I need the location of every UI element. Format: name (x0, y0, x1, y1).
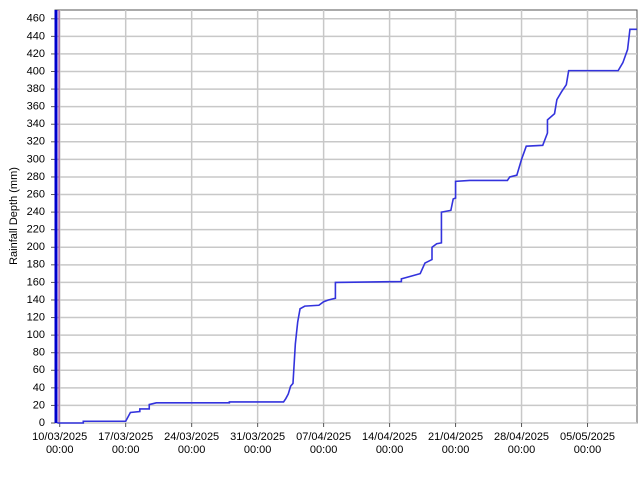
y-tick-label: 400 (27, 65, 45, 77)
y-tick-label: 120 (27, 311, 45, 323)
y-tick-label: 320 (27, 136, 45, 148)
y-tick-label: 420 (27, 48, 45, 60)
data-line (57, 28, 637, 424)
y-tick-label: 340 (27, 118, 45, 130)
y-tick-label: 20 (33, 399, 45, 411)
y-tick-label: 440 (27, 30, 45, 42)
x-tick-label: 31/03/2025 00:00 (230, 431, 285, 456)
y-tick-label: 40 (33, 382, 45, 394)
x-tick-label: 17/03/2025 00:00 (98, 431, 153, 456)
x-tick-label: 24/03/2025 00:00 (164, 431, 219, 456)
x-tick-label: 14/04/2025 00:00 (362, 431, 417, 456)
y-tick-label: 180 (27, 259, 45, 271)
x-tick-label: 07/04/2025 00:00 (296, 431, 351, 456)
y-tick-label: 300 (27, 153, 45, 165)
x-tick-label: 21/04/2025 00:00 (428, 431, 483, 456)
y-tick-label: 280 (27, 171, 45, 183)
y-tick-label: 460 (27, 13, 45, 25)
y-axis-label: Rainfall Depth (mm) (8, 167, 20, 265)
plot-area (54, 9, 638, 424)
y-tick-label: 200 (27, 241, 45, 253)
y-tick-label: 60 (33, 364, 45, 376)
y-tick-label: 140 (27, 294, 45, 306)
y-tick-label: 260 (27, 188, 45, 200)
y-tick-label: 360 (27, 101, 45, 113)
y-tick-label: 0 (39, 417, 45, 429)
x-tick-label: 05/05/2025 00:00 (560, 431, 615, 456)
y-tick-label: 220 (27, 224, 45, 236)
y-tick-label: 380 (27, 83, 45, 95)
x-tick-label: 28/04/2025 00:00 (494, 431, 549, 456)
y-tick-label: 240 (27, 206, 45, 218)
y-tick-label: 80 (33, 347, 45, 359)
y-tick-label: 100 (27, 329, 45, 341)
y-tick-label: 160 (27, 276, 45, 288)
x-tick-label: 10/03/2025 00:00 (32, 431, 87, 456)
